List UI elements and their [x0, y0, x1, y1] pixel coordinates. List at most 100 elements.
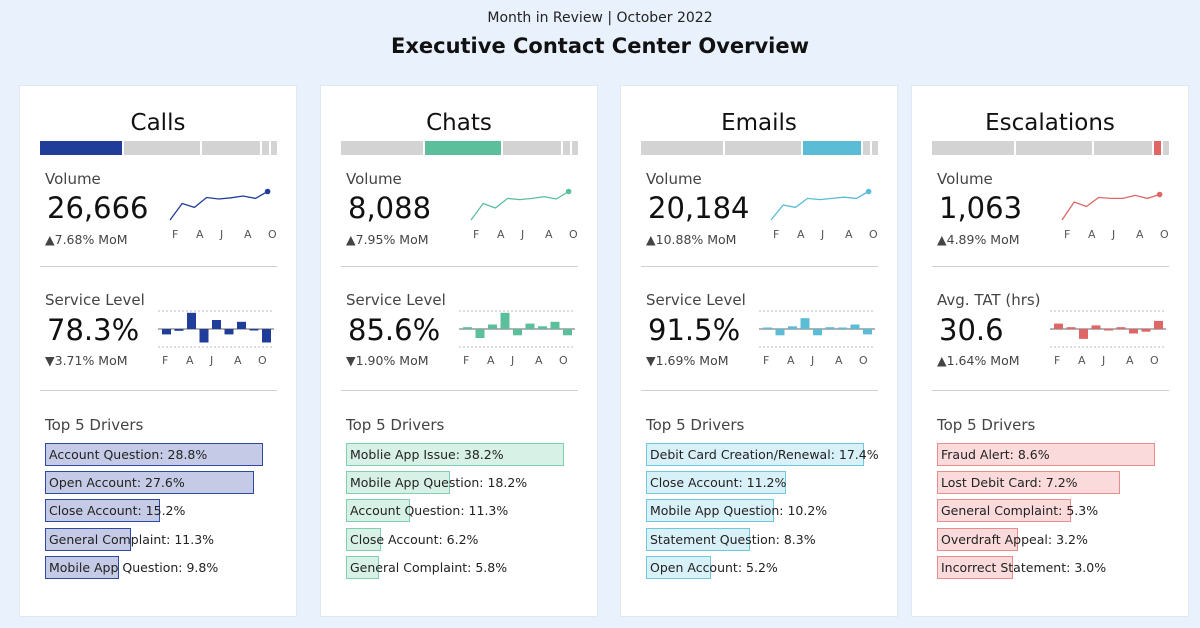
month-label: A: [497, 228, 505, 241]
metric-bar-chart: [759, 310, 875, 348]
share-segment-calls: [341, 141, 424, 155]
card-title: Emails: [721, 110, 797, 136]
driver-bar[interactable]: [646, 499, 774, 523]
volume-label: Volume: [346, 170, 402, 188]
driver-bar[interactable]: [937, 527, 1019, 551]
card-calls: Calls Volume 26,666 ▲7.68% MoM F A J A O Service …: [19, 85, 297, 617]
driver-label: Mobile App Question: 10.2%: [650, 503, 828, 519]
month-label: F: [463, 354, 470, 367]
volume-sparkline: [770, 188, 872, 221]
driver-bar[interactable]: [45, 471, 254, 495]
month-label: J: [1112, 228, 1116, 241]
driver-bar[interactable]: [45, 555, 120, 579]
driver-bar[interactable]: [937, 499, 1072, 523]
metric-delta-bar: [1154, 320, 1163, 329]
volume-value: 1,063: [939, 191, 1023, 225]
driver-bar[interactable]: [346, 471, 450, 495]
month-label: F: [773, 228, 780, 241]
volume-value: 20,184: [648, 191, 750, 225]
driver-bar[interactable]: [646, 443, 864, 466]
volume-mom: ▲7.68% MoM: [45, 232, 128, 247]
month-label: J: [521, 228, 525, 241]
volume-value: 26,666: [47, 191, 149, 225]
metric-delta-bar: [463, 327, 472, 329]
month-label: J: [821, 228, 825, 241]
driver-label: Debit Card Creation/Renewal: 17.4%: [650, 447, 879, 462]
share-segment-escalations: [862, 141, 871, 155]
driver-label: Close Account: 6.2%: [350, 531, 479, 547]
driver-bar[interactable]: [346, 499, 411, 523]
driver-bar[interactable]: [346, 555, 380, 579]
driver-bar[interactable]: [646, 471, 787, 495]
metric-bar-chart: [1050, 310, 1166, 348]
month-label: O: [258, 354, 267, 367]
driver-bar[interactable]: [45, 443, 263, 466]
driver-label: General Complaint: 5.8%: [350, 559, 508, 575]
metric-delta-bar: [1104, 329, 1113, 331]
driver-label: Open Account: 5.2%: [650, 559, 778, 575]
divider: [40, 266, 277, 267]
driver-label: Close Account: 11.2%: [650, 475, 787, 491]
driver-bar[interactable]: [646, 527, 750, 551]
volume-sparkline: [470, 188, 572, 221]
month-label: F: [162, 354, 169, 367]
share-segment-other: [271, 141, 277, 155]
volume-sparkline: [169, 188, 271, 221]
share-segment-calls: [641, 141, 724, 155]
month-label: F: [172, 228, 179, 241]
metric-value: 78.3%: [47, 313, 140, 347]
month-label: O: [1160, 228, 1169, 241]
metric-mom: ▼3.71% MoM: [45, 353, 128, 368]
volume-share-bar: [40, 141, 277, 155]
month-label: A: [1126, 354, 1134, 367]
volume-share-bar: [641, 141, 878, 155]
driver-bar[interactable]: [346, 527, 382, 551]
metric-delta-bar: [237, 321, 246, 329]
month-label: F: [1054, 354, 1061, 367]
share-segment-other: [572, 141, 578, 155]
divider: [40, 390, 277, 391]
drivers-label: Top 5 Drivers: [346, 416, 445, 434]
driver-label: Close Account: 15.2%: [49, 503, 186, 519]
driver-bar[interactable]: [937, 555, 1014, 579]
driver-bar[interactable]: [937, 471, 1120, 495]
month-label: O: [559, 354, 568, 367]
month-label: A: [845, 228, 853, 241]
month-label: A: [787, 354, 795, 367]
driver-bar[interactable]: [45, 527, 131, 551]
driver-label: Open Account: 27.6%: [49, 475, 185, 491]
drivers-label: Top 5 Drivers: [646, 416, 745, 434]
volume-trend-line: [1061, 193, 1160, 221]
driver-bar[interactable]: [45, 499, 161, 523]
divider: [932, 390, 1169, 391]
month-label: A: [186, 354, 194, 367]
driver-bar[interactable]: [646, 555, 712, 579]
card-chats: Chats Volume 8,088 ▲7.95% MoM F A J A O Service L…: [320, 85, 598, 617]
month-label: F: [473, 228, 480, 241]
metric-delta-bar: [763, 327, 772, 329]
month-label: A: [797, 228, 805, 241]
volume-share-bar: [341, 141, 578, 155]
driver-bar[interactable]: [937, 443, 1155, 466]
metric-delta-bar: [550, 321, 560, 329]
month-label: O: [268, 228, 277, 241]
metric-delta-bar: [1091, 325, 1101, 329]
card-escalations: Escalations Volume 1,063 ▲4.89% MoM F A J A O Avg…: [911, 85, 1189, 617]
share-segment-chats: [725, 141, 802, 155]
metric-delta-bar: [838, 327, 847, 329]
share-segment-escalations: [261, 141, 270, 155]
driver-label: General Complaint: 11.3%: [49, 531, 215, 547]
metric-delta-bar: [249, 329, 259, 331]
driver-label: General Complaint: 5.3%: [941, 503, 1099, 519]
metric-delta-bar: [1079, 329, 1088, 339]
volume-latest-point: [865, 188, 872, 195]
drivers-label: Top 5 Drivers: [45, 416, 144, 434]
share-segment-emails: [503, 141, 561, 155]
driver-bar[interactable]: [346, 443, 564, 466]
share-segment-chats: [1016, 141, 1093, 155]
month-label: O: [859, 354, 868, 367]
metric-value: 91.5%: [648, 313, 741, 347]
metric-delta-bar: [775, 329, 785, 336]
metric-mom: ▼1.69% MoM: [646, 353, 729, 368]
volume-share-bar: [932, 141, 1169, 155]
